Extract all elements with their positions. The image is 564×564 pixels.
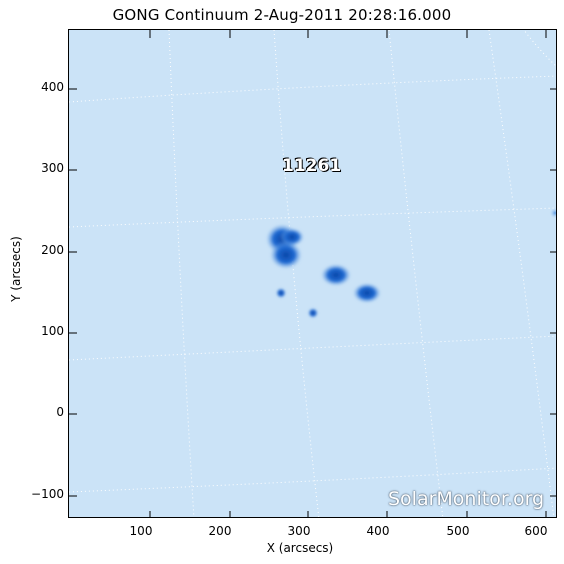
x-tick-label: 100 [129,524,153,538]
y-tick-label: −100 [31,487,64,501]
y-axis-label: Y (arcsecs) [9,236,23,302]
image-title: GONG Continuum 2-Aug-2011 20:28:16.000 [112,6,452,24]
solar-continuum-image [69,30,556,517]
x-tick-label: 200 [208,524,232,538]
solar-disk-background [69,30,556,517]
active-region-label: 11261 [282,156,342,176]
heliographic-grid [69,30,556,517]
x-axis-label: X (arcsecs) [266,541,334,555]
y-tick-label: 300 [41,161,64,175]
x-tick-label: 300 [287,524,311,538]
y-tick-label: 200 [41,243,64,257]
watermark-text: SolarMonitor.org [388,488,545,510]
sunspot [321,264,351,286]
sunspot [353,283,381,303]
x-tick-label: 400 [366,524,390,538]
x-tick-label: 600 [524,524,548,538]
tick-marks [69,30,556,517]
solar-image-plot [68,29,557,518]
y-tick-label: 400 [41,80,64,94]
sunspot [308,308,318,318]
y-tick-label: 100 [41,324,64,338]
x-tick-label: 500 [446,524,470,538]
sunspot [270,241,302,269]
y-tick-label: 0 [56,405,64,419]
sunspot [276,288,286,298]
sunspot-group [266,224,381,318]
limb-feature [549,207,556,219]
